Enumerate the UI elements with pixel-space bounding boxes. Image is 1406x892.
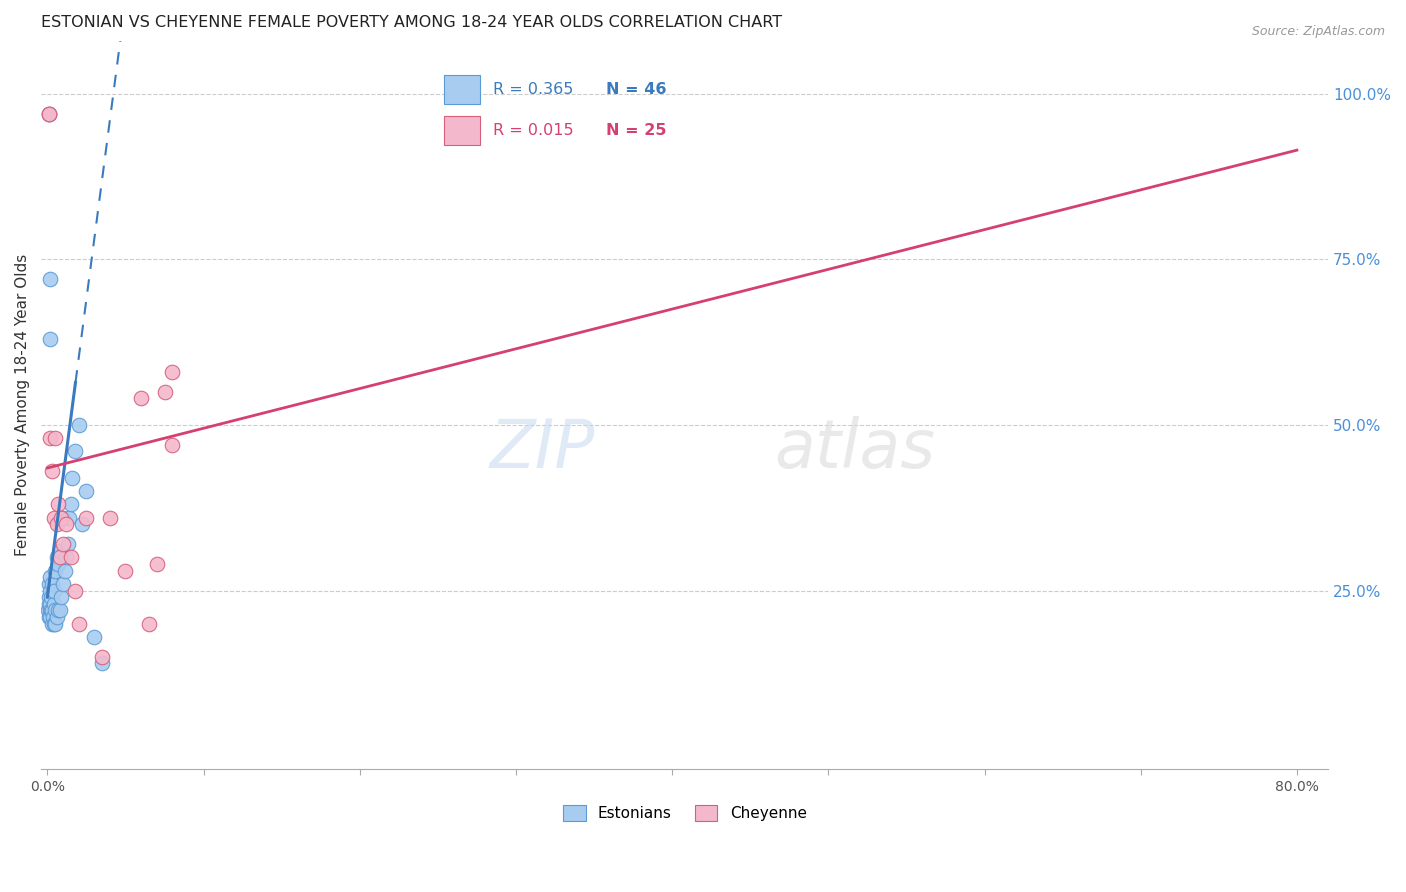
- Point: [83, 630, 105, 644]
- Point: [45, 610, 67, 624]
- Point: [162, 365, 184, 379]
- Point: [52, 510, 75, 524]
- Point: [58, 510, 80, 524]
- Point: [38, 583, 60, 598]
- Point: [52, 537, 75, 551]
- Point: [138, 616, 160, 631]
- Point: [39, 590, 62, 604]
- Point: [65, 444, 87, 458]
- Point: [42, 583, 65, 598]
- Point: [75, 510, 97, 524]
- Point: [52, 577, 75, 591]
- Point: [38, 597, 60, 611]
- Y-axis label: Female Poverty Among 18-24 Year Olds: Female Poverty Among 18-24 Year Olds: [15, 254, 30, 557]
- Point: [44, 564, 66, 578]
- Point: [41, 464, 63, 478]
- Point: [70, 517, 93, 532]
- Point: [44, 431, 66, 445]
- Text: ZIP: ZIP: [489, 416, 595, 482]
- Point: [38, 107, 60, 121]
- Point: [41, 603, 63, 617]
- Point: [39, 570, 62, 584]
- Point: [39, 610, 62, 624]
- Point: [38, 107, 60, 121]
- Point: [42, 597, 65, 611]
- Point: [51, 590, 73, 604]
- Point: [114, 564, 136, 578]
- Point: [162, 438, 184, 452]
- Point: [91, 657, 114, 671]
- Point: [39, 597, 62, 611]
- Point: [153, 384, 176, 399]
- Point: [41, 577, 63, 591]
- Point: [46, 497, 69, 511]
- Point: [38, 107, 60, 121]
- Point: [41, 616, 63, 631]
- Point: [145, 557, 167, 571]
- Point: [38, 577, 60, 591]
- Text: atlas: atlas: [775, 416, 936, 482]
- Point: [44, 603, 66, 617]
- Point: [38, 272, 60, 286]
- Point: [59, 497, 82, 511]
- Point: [46, 557, 69, 571]
- Point: [67, 616, 90, 631]
- Point: [75, 484, 97, 499]
- Point: [98, 510, 121, 524]
- Point: [37, 603, 59, 617]
- Point: [56, 537, 79, 551]
- Point: [49, 543, 72, 558]
- Point: [39, 431, 62, 445]
- Point: [38, 603, 60, 617]
- Point: [39, 332, 62, 346]
- Point: [51, 510, 73, 524]
- Point: [44, 616, 66, 631]
- Point: [49, 550, 72, 565]
- Point: [45, 517, 67, 532]
- Point: [42, 616, 65, 631]
- Legend: Estonians, Cheyenne: Estonians, Cheyenne: [557, 799, 813, 827]
- Point: [53, 564, 76, 578]
- Point: [55, 550, 77, 565]
- Point: [67, 417, 90, 432]
- Point: [129, 392, 152, 406]
- Point: [42, 510, 65, 524]
- Text: ESTONIAN VS CHEYENNE FEMALE POVERTY AMONG 18-24 YEAR OLDS CORRELATION CHART: ESTONIAN VS CHEYENNE FEMALE POVERTY AMON…: [41, 15, 782, 30]
- Point: [42, 610, 65, 624]
- Text: Source: ZipAtlas.com: Source: ZipAtlas.com: [1251, 25, 1385, 38]
- Point: [59, 550, 82, 565]
- Point: [55, 517, 77, 532]
- Point: [49, 603, 72, 617]
- Point: [39, 603, 62, 617]
- Point: [91, 649, 114, 664]
- Point: [65, 583, 87, 598]
- Point: [60, 471, 83, 485]
- Point: [45, 550, 67, 565]
- Point: [46, 603, 69, 617]
- Point: [38, 610, 60, 624]
- Point: [38, 590, 60, 604]
